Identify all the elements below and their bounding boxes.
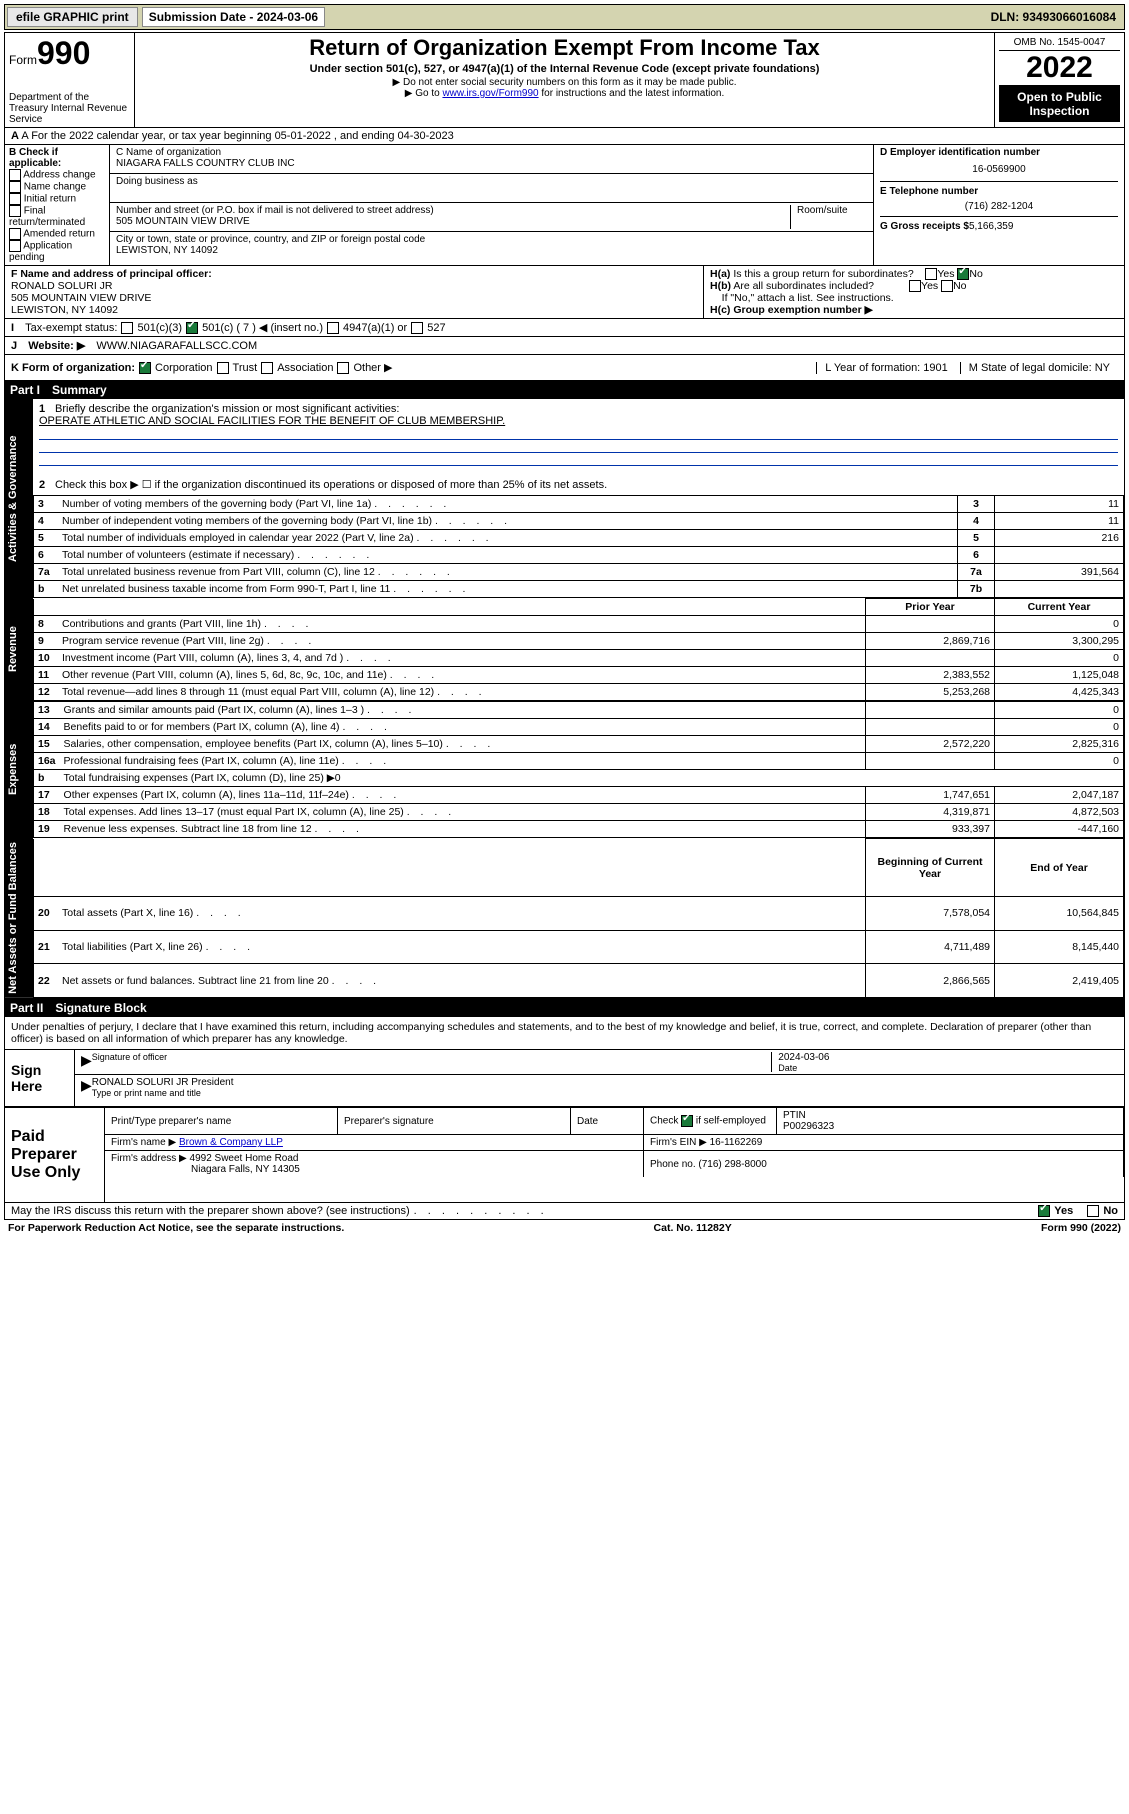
row-k: K Form of organization: Corporation Trus… bbox=[4, 355, 1125, 381]
row-i: I Tax-exempt status: 501(c)(3) 501(c) ( … bbox=[4, 319, 1125, 337]
form-note-1: ▶ Do not enter social security numbers o… bbox=[139, 77, 990, 88]
dept-label: Department of the Treasury Internal Reve… bbox=[9, 92, 130, 125]
submission-date: Submission Date - 2024-03-06 bbox=[142, 7, 325, 27]
tax-year: 2022 bbox=[999, 51, 1120, 86]
paid-preparer-block: Paid Preparer Use Only Print/Type prepar… bbox=[4, 1107, 1125, 1203]
page-footer: For Paperwork Reduction Act Notice, see … bbox=[4, 1220, 1125, 1236]
irs-link[interactable]: www.irs.gov/Form990 bbox=[442, 88, 538, 99]
firm-link[interactable]: Brown & Company LLP bbox=[179, 1137, 283, 1148]
side-label-expenses: Expenses bbox=[5, 701, 33, 838]
irs-discuss-row: May the IRS discuss this return with the… bbox=[4, 1203, 1125, 1220]
box-b: B Check if applicable: Address change Na… bbox=[5, 145, 110, 265]
form-subtitle: Under section 501(c), 527, or 4947(a)(1)… bbox=[139, 63, 990, 75]
row-f-h: F Name and address of principal officer:… bbox=[4, 266, 1125, 319]
form-header: Form990 Department of the Treasury Inter… bbox=[4, 32, 1125, 128]
side-label-net: Net Assets or Fund Balances bbox=[5, 838, 33, 998]
form-number: Form990 bbox=[9, 35, 130, 72]
box-d: D Employer identification number 16-0569… bbox=[874, 145, 1124, 265]
sign-here-label: Sign Here bbox=[5, 1050, 75, 1106]
side-label-revenue: Revenue bbox=[5, 598, 33, 701]
top-bar: efile GRAPHIC print Submission Date - 20… bbox=[4, 4, 1125, 30]
part-1-body: Activities & Governance 1Briefly describ… bbox=[4, 399, 1125, 999]
row-j: J Website: ▶ WWW.NIAGARAFALLSCC.COM bbox=[4, 337, 1125, 355]
form-title: Return of Organization Exempt From Incom… bbox=[139, 35, 990, 61]
part-2-header: Part IISignature Block bbox=[4, 999, 1125, 1017]
part-1-header: Part ISummary bbox=[4, 381, 1125, 399]
signature-block: Under penalties of perjury, I declare th… bbox=[4, 1017, 1125, 1107]
form-note-2: ▶ Go to www.irs.gov/Form990 for instruct… bbox=[139, 88, 990, 99]
efile-badge: efile GRAPHIC print bbox=[7, 7, 138, 27]
box-c: C Name of organizationNIAGARA FALLS COUN… bbox=[110, 145, 874, 265]
org-info-block: B Check if applicable: Address change Na… bbox=[4, 145, 1125, 266]
side-label-governance: Activities & Governance bbox=[5, 399, 33, 598]
row-a-tax-year: A A For the 2022 calendar year, or tax y… bbox=[4, 128, 1125, 145]
omb-number: OMB No. 1545-0047 bbox=[999, 35, 1120, 51]
dln: DLN: 93493066016084 bbox=[991, 10, 1122, 24]
open-public-badge: Open to Public Inspection bbox=[999, 86, 1120, 122]
